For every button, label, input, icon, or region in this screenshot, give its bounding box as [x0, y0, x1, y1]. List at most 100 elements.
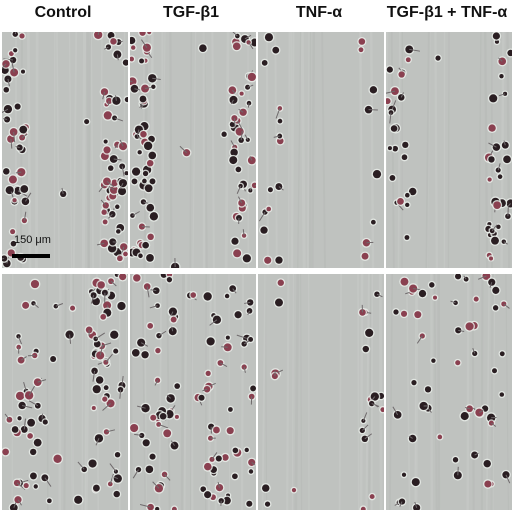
cell — [32, 482, 40, 490]
cell — [102, 383, 110, 392]
cell — [231, 248, 243, 259]
cell — [14, 390, 26, 402]
cell — [48, 354, 58, 364]
cell — [144, 464, 155, 475]
cell — [12, 478, 26, 490]
cell — [26, 431, 35, 441]
cell — [359, 505, 368, 510]
cell — [148, 452, 157, 461]
cell — [360, 251, 370, 261]
cell — [369, 391, 381, 403]
cell — [96, 279, 107, 290]
cell — [20, 211, 29, 225]
panel-tgf-bottom — [130, 274, 256, 510]
cell — [142, 281, 152, 298]
panel-control-bottom — [2, 274, 128, 510]
cell — [491, 200, 503, 211]
cell — [205, 336, 217, 347]
cell — [464, 321, 475, 332]
cell — [453, 274, 463, 281]
cell — [500, 140, 511, 150]
cell — [474, 407, 485, 418]
cell — [505, 198, 512, 209]
cell — [106, 164, 115, 173]
cell — [3, 74, 13, 87]
cell — [15, 343, 23, 354]
cell — [197, 393, 206, 403]
cell — [108, 36, 118, 46]
cell — [223, 292, 231, 300]
cell — [372, 290, 383, 299]
cell — [189, 290, 198, 300]
cell — [487, 154, 496, 164]
cell — [121, 250, 128, 258]
cell — [429, 357, 437, 365]
cell — [102, 145, 112, 155]
cell — [392, 308, 400, 316]
cell — [238, 90, 245, 97]
cell — [206, 434, 216, 442]
cell — [403, 233, 411, 242]
cell — [173, 381, 182, 391]
cell — [247, 467, 255, 475]
cell — [84, 325, 94, 336]
cell — [148, 210, 160, 222]
cell — [121, 58, 128, 68]
cell — [162, 428, 173, 439]
cell — [452, 466, 464, 481]
cell — [274, 255, 284, 266]
cell — [138, 32, 147, 38]
cell — [221, 342, 233, 353]
cell — [248, 384, 256, 393]
cell — [232, 32, 241, 40]
cell — [87, 458, 98, 469]
cell — [386, 96, 392, 106]
cell — [106, 184, 120, 196]
panel-combo-top-image — [386, 32, 512, 268]
cell — [19, 68, 27, 75]
cell — [130, 166, 142, 178]
cell — [102, 109, 114, 121]
cell — [153, 376, 162, 386]
scale-bar-label: 150 μm — [14, 234, 51, 246]
cell — [117, 139, 128, 152]
cell — [228, 283, 238, 294]
cell — [154, 420, 169, 429]
cell — [453, 358, 462, 367]
cell — [367, 399, 380, 408]
panel-combo-bottom-image — [386, 274, 512, 510]
cell — [116, 185, 128, 197]
cell — [141, 240, 151, 250]
cell — [149, 83, 157, 91]
cell — [410, 476, 422, 488]
cell — [146, 232, 156, 242]
cell — [397, 497, 407, 507]
cell — [487, 255, 495, 262]
cell — [145, 158, 155, 168]
cell — [144, 252, 156, 264]
cell — [11, 46, 19, 54]
cell — [229, 147, 240, 158]
cell — [139, 502, 156, 510]
cell — [18, 32, 26, 40]
cell — [153, 505, 161, 510]
cell — [209, 314, 223, 326]
cell — [224, 334, 232, 341]
cell — [130, 35, 137, 46]
column-header-tnf-alpha: TNF-α — [295, 4, 343, 21]
cell — [104, 96, 114, 106]
cell — [357, 46, 365, 54]
cell — [363, 327, 375, 339]
cell — [453, 325, 465, 335]
cell — [451, 455, 460, 464]
cell — [131, 274, 142, 283]
cell — [237, 130, 246, 145]
cell — [113, 450, 122, 459]
cell — [8, 61, 20, 78]
cell — [386, 65, 395, 75]
cell — [72, 494, 84, 506]
cell — [245, 306, 254, 316]
panel-tnf-bottom — [258, 274, 384, 510]
panel-combo-bottom — [386, 274, 512, 510]
cell — [391, 144, 400, 153]
